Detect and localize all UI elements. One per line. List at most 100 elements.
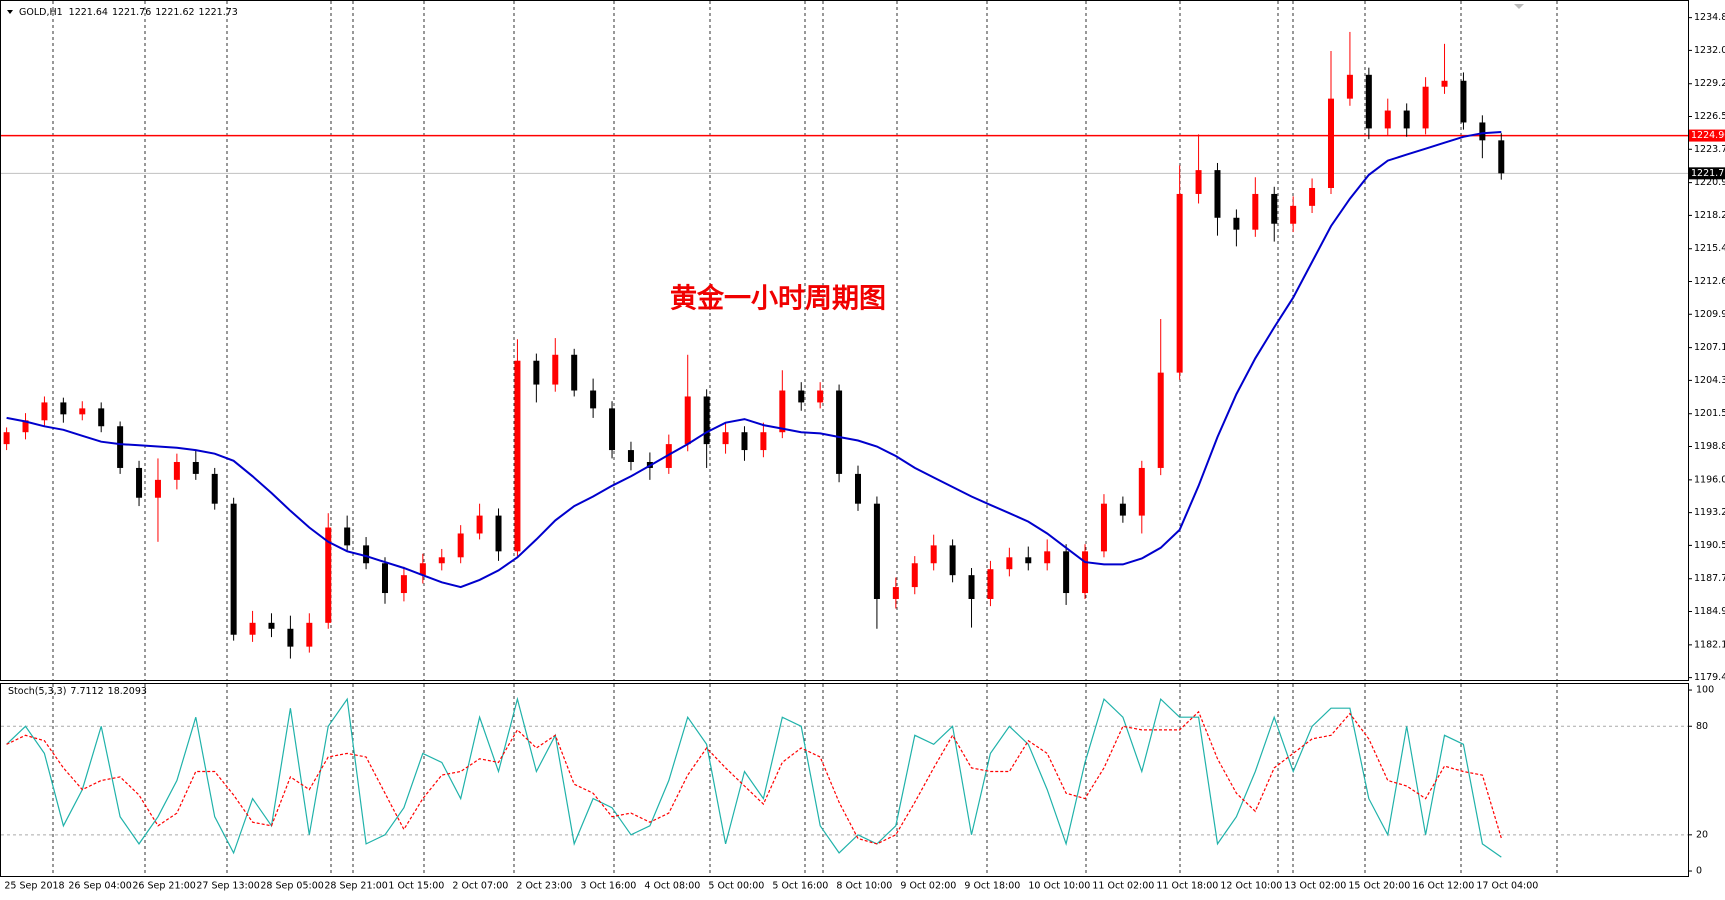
stoch-title: Stoch(5,3,3) <box>8 686 66 697</box>
candle-body <box>249 622 256 635</box>
y-tick-label: 1184.95 <box>1694 606 1725 617</box>
candle-body <box>1328 98 1334 188</box>
candle-body <box>22 420 29 433</box>
candle-body <box>949 545 956 576</box>
y-tick-label: 1196.00 <box>1694 474 1725 485</box>
candle-body <box>344 527 351 546</box>
y-tick-label: 1182.15 <box>1694 639 1725 650</box>
candle-body <box>476 515 483 534</box>
candle-body <box>1346 74 1353 99</box>
x-tick-label: 26 Sep 04:00 <box>68 881 131 892</box>
candle-body <box>306 622 313 647</box>
stoch-d-value: 18.2093 <box>108 686 147 697</box>
candle-body <box>41 402 48 421</box>
y-tick-label: 1207.10 <box>1694 342 1725 353</box>
x-tick-label: 4 Oct 08:00 <box>644 881 700 892</box>
y-tick-label: 1209.90 <box>1694 309 1725 320</box>
candle-body <box>1025 557 1032 564</box>
stoch-tick-label: 20 <box>1696 829 1708 840</box>
candle-body <box>1233 217 1240 230</box>
candle-body <box>1309 187 1316 206</box>
hline-label: 1224.90 <box>1691 130 1725 141</box>
x-tick-label: 11 Oct 02:00 <box>1092 881 1154 892</box>
candle-body <box>1006 557 1013 570</box>
header-low: 1221.62 <box>155 7 194 18</box>
candle-body <box>382 563 388 594</box>
candle-body <box>136 467 143 498</box>
y-tick-label: 1232.05 <box>1694 45 1725 56</box>
candle-body <box>760 432 767 451</box>
x-tick-label: 27 Sep 13:00 <box>196 881 259 892</box>
x-tick-label: 17 Oct 04:00 <box>1476 881 1538 892</box>
candle-body <box>1252 193 1259 230</box>
candle-body <box>1460 80 1467 123</box>
candle-body <box>892 587 899 599</box>
candle-body <box>230 503 237 635</box>
candle-body <box>1290 205 1297 224</box>
candle-body <box>173 461 180 480</box>
symbol: GOLD,H1 <box>19 7 63 18</box>
candle-body <box>117 426 124 468</box>
x-tick-label: 3 Oct 16:00 <box>580 881 636 892</box>
last-price-label: 1221.73 <box>1691 168 1725 179</box>
candle-body <box>817 390 824 403</box>
x-tick-label: 8 Oct 10:00 <box>836 881 892 892</box>
candle-body <box>836 390 843 474</box>
candle-body <box>438 557 445 564</box>
candle-body <box>665 444 672 468</box>
candle-body <box>3 432 10 445</box>
candle-body <box>400 575 407 594</box>
stoch-header: Stoch(5,3,3) 7.7112 18.2093 <box>8 686 147 697</box>
x-tick-label: 12 Oct 10:00 <box>1220 881 1282 892</box>
x-tick-label: 9 Oct 02:00 <box>900 881 956 892</box>
candle-body <box>722 432 729 445</box>
candle-body <box>457 533 464 558</box>
candle-body <box>1119 503 1126 516</box>
x-tick-label: 5 Oct 00:00 <box>708 881 764 892</box>
stoch-main <box>6 696 1502 858</box>
candle-body <box>1100 503 1107 552</box>
x-tick-label: 10 Oct 10:00 <box>1028 881 1090 892</box>
y-tick-label: 1218.20 <box>1694 210 1725 221</box>
candle-body <box>1365 74 1372 129</box>
y-tick-label: 1204.35 <box>1694 375 1725 386</box>
stoch-tick-label: 100 <box>1696 685 1714 696</box>
y-tick-label: 1201.55 <box>1694 408 1725 419</box>
y-tick-label: 1226.50 <box>1694 111 1725 122</box>
candle-body <box>609 408 616 451</box>
annotation: 黄金一小时周期图 <box>670 283 886 315</box>
stoch-pane-frame <box>0 683 1689 877</box>
scroll-marker[interactable] <box>1514 4 1524 9</box>
x-tick-label: 28 Sep 21:00 <box>324 881 387 892</box>
candle-body <box>1063 551 1070 594</box>
candle-body <box>1044 551 1051 564</box>
stoch-k-value: 7.7112 <box>70 686 103 697</box>
candle-body <box>1271 193 1278 224</box>
y-tick-label: 1187.70 <box>1694 573 1725 584</box>
candle-body <box>552 354 559 385</box>
x-tick-label: 15 Oct 20:00 <box>1348 881 1410 892</box>
y-tick-label: 1223.75 <box>1694 144 1725 155</box>
candle-body <box>1195 170 1202 194</box>
y-tick-label: 1234.80 <box>1694 12 1725 23</box>
candle-body <box>590 390 597 409</box>
y-tick-label: 1229.25 <box>1694 78 1725 89</box>
candle-body <box>684 396 691 445</box>
candle-body <box>1403 110 1410 129</box>
x-tick-label: 28 Sep 05:00 <box>260 881 323 892</box>
x-tick-label: 1 Oct 15:00 <box>388 881 444 892</box>
candle-body <box>268 622 275 629</box>
candle-body <box>1082 551 1089 594</box>
candle-body <box>419 563 426 576</box>
candle-body <box>60 402 67 415</box>
candle-body <box>855 473 861 504</box>
menu-triangle[interactable] <box>7 10 13 14</box>
y-tick-label: 1193.25 <box>1694 507 1725 518</box>
candle-body <box>363 545 370 564</box>
candle-body <box>287 628 294 647</box>
candle-body <box>1157 372 1164 468</box>
candle-body <box>514 360 521 552</box>
x-tick-label: 2 Oct 07:00 <box>452 881 508 892</box>
